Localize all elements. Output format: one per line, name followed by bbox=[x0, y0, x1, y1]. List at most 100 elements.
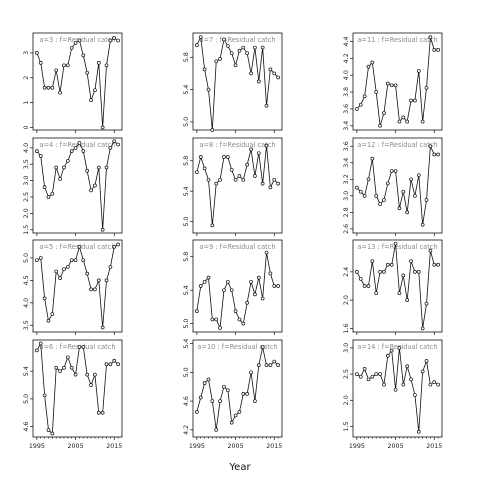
y-tick-label: 3.6 bbox=[343, 104, 350, 114]
data-point bbox=[85, 70, 90, 75]
data-point bbox=[233, 177, 238, 182]
data-point bbox=[46, 428, 51, 432]
y-tick-label: 3.0 bbox=[343, 191, 350, 201]
panel-title: a=11 : f=Residual catch bbox=[357, 36, 437, 44]
x-tick-label: 2015 bbox=[426, 443, 442, 450]
x-tick-label: 2005 bbox=[388, 443, 404, 450]
data-point bbox=[69, 365, 74, 370]
data-point bbox=[65, 355, 70, 360]
data-point bbox=[268, 67, 273, 72]
data-point bbox=[229, 288, 234, 293]
data-point bbox=[378, 202, 382, 206]
y-tick-label: 1.5 bbox=[23, 225, 30, 235]
data-point bbox=[58, 276, 62, 280]
data-point bbox=[35, 258, 39, 263]
data-point bbox=[46, 85, 51, 90]
data-point bbox=[96, 278, 101, 283]
y-tick-label: 5.0 bbox=[183, 319, 190, 329]
y-tick-label: 3.4 bbox=[343, 158, 350, 168]
data-point bbox=[210, 128, 215, 132]
panel-title: a=13 : f=Residual catch bbox=[357, 243, 437, 251]
data-point bbox=[42, 296, 47, 301]
y-tick-label: 2.0 bbox=[343, 395, 350, 405]
data-point bbox=[397, 206, 402, 211]
data-point bbox=[100, 325, 105, 330]
data-point bbox=[362, 284, 367, 288]
data-point bbox=[420, 369, 425, 374]
y-tick-label: 3.0 bbox=[343, 343, 350, 353]
data-point bbox=[218, 325, 222, 330]
data-point bbox=[245, 300, 250, 305]
data-point bbox=[382, 111, 386, 115]
data-point bbox=[69, 149, 74, 153]
data-point bbox=[401, 382, 406, 387]
data-point bbox=[256, 79, 261, 84]
data-point bbox=[272, 284, 277, 288]
panel: a=3 : f=Residual catch 0 1 2 3 bbox=[23, 32, 123, 133]
data-point bbox=[206, 275, 211, 280]
panel-frame bbox=[192, 339, 283, 438]
data-point bbox=[397, 291, 402, 295]
data-point bbox=[409, 98, 413, 103]
data-point bbox=[366, 284, 371, 288]
data-point bbox=[65, 159, 70, 163]
panel-title: a=6 : f=Residual catch bbox=[39, 343, 115, 351]
panel: a=6 : f=Residual catch 4.6 5.0 5.4 1995 2005 2… bbox=[23, 339, 123, 450]
data-point bbox=[276, 284, 280, 288]
data-point bbox=[264, 250, 269, 255]
data-point bbox=[424, 198, 429, 202]
data-point bbox=[253, 45, 257, 50]
y-tick-label: 5.4 bbox=[23, 366, 30, 376]
panel: a=9 : f=Residual catch 5.0 5.4 5.8 bbox=[183, 239, 283, 335]
panel: a=14 : f=Residual catch 1.5 2.0 2.5 3.0 1995 2… bbox=[343, 339, 443, 450]
data-point bbox=[405, 210, 410, 215]
x-tick-label: 2005 bbox=[228, 443, 244, 450]
data-point bbox=[218, 177, 222, 182]
data-point bbox=[54, 269, 59, 274]
data-point bbox=[50, 85, 55, 90]
data-point bbox=[397, 119, 402, 124]
data-point bbox=[58, 177, 62, 181]
data-point bbox=[385, 81, 390, 86]
y-tick-label: 3.4 bbox=[343, 121, 350, 131]
y-tick-label: 2.6 bbox=[343, 224, 350, 234]
data-point bbox=[89, 188, 93, 193]
series-line bbox=[36, 244, 119, 328]
data-point bbox=[222, 288, 226, 293]
data-point bbox=[42, 185, 47, 189]
y-tick-label: 2.5 bbox=[23, 192, 30, 202]
data-point bbox=[116, 362, 120, 367]
panel-title: a=8 : f=Residual catch bbox=[199, 141, 275, 149]
data-point bbox=[214, 427, 219, 432]
data-point bbox=[112, 358, 117, 363]
panels-group: a=3 : f=Residual catch 0 1 2 3 a=7 : f=Residu… bbox=[23, 32, 443, 450]
data-point bbox=[264, 103, 269, 108]
data-point bbox=[104, 278, 109, 283]
data-point bbox=[362, 94, 367, 99]
data-point bbox=[432, 152, 437, 157]
data-point bbox=[225, 44, 230, 48]
data-point bbox=[225, 155, 230, 159]
data-point bbox=[73, 145, 78, 150]
data-point bbox=[202, 166, 207, 171]
data-point bbox=[378, 372, 382, 376]
data-point bbox=[424, 301, 429, 306]
data-point bbox=[50, 431, 55, 436]
data-point bbox=[253, 292, 257, 297]
data-point bbox=[237, 174, 242, 178]
data-point bbox=[362, 366, 367, 371]
y-tick-label: 1.5 bbox=[343, 422, 350, 432]
panel-title: a=9 : f=Residual catch bbox=[199, 243, 275, 251]
panel-title: a=7 : f=Residual catch bbox=[199, 36, 275, 44]
y-tick-label: 2.0 bbox=[343, 295, 350, 305]
data-point bbox=[374, 193, 379, 198]
data-point bbox=[264, 143, 269, 148]
panel: a=12 : f=Residual catch 2.6 2.8 3.0 3.2 3.4 3.… bbox=[343, 137, 443, 236]
data-point bbox=[62, 63, 66, 68]
data-point bbox=[241, 321, 246, 326]
panel-title: a=5 : f=Residual catch bbox=[39, 243, 115, 251]
data-point bbox=[42, 85, 47, 90]
data-point bbox=[370, 259, 375, 264]
y-tick-label: 5.4 bbox=[183, 186, 190, 196]
